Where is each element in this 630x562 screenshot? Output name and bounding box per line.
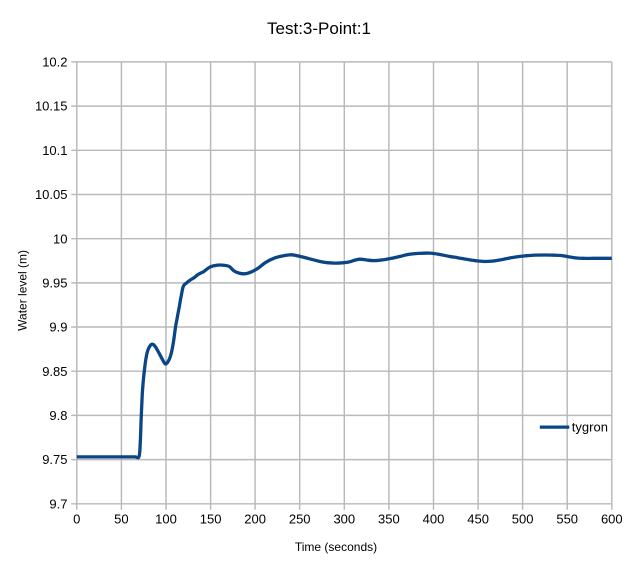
svg-text:Water level (m): Water level (m) <box>16 250 30 331</box>
svg-text:400: 400 <box>423 512 445 527</box>
svg-text:500: 500 <box>512 512 534 527</box>
svg-text:Test:3-Point:1: Test:3-Point:1 <box>267 19 371 38</box>
svg-text:9.7: 9.7 <box>49 496 67 511</box>
svg-text:300: 300 <box>333 512 355 527</box>
svg-text:Time (seconds): Time (seconds) <box>295 540 377 554</box>
svg-text:350: 350 <box>378 512 400 527</box>
svg-text:9.85: 9.85 <box>42 364 67 379</box>
svg-text:10: 10 <box>53 231 67 246</box>
svg-text:9.9: 9.9 <box>49 320 67 335</box>
svg-text:tygron: tygron <box>572 419 608 434</box>
svg-text:9.75: 9.75 <box>42 452 67 467</box>
svg-text:10.15: 10.15 <box>35 99 68 114</box>
svg-text:10.05: 10.05 <box>35 187 68 202</box>
svg-text:450: 450 <box>467 512 489 527</box>
svg-text:10.2: 10.2 <box>42 55 67 70</box>
svg-text:50: 50 <box>114 512 128 527</box>
svg-text:600: 600 <box>601 512 623 527</box>
svg-text:150: 150 <box>200 512 222 527</box>
svg-text:200: 200 <box>244 512 266 527</box>
svg-text:9.8: 9.8 <box>49 408 67 423</box>
svg-text:100: 100 <box>155 512 177 527</box>
svg-text:250: 250 <box>289 512 311 527</box>
svg-text:550: 550 <box>556 512 578 527</box>
svg-text:0: 0 <box>73 512 80 527</box>
svg-text:10.1: 10.1 <box>42 143 67 158</box>
svg-text:9.95: 9.95 <box>42 276 67 291</box>
